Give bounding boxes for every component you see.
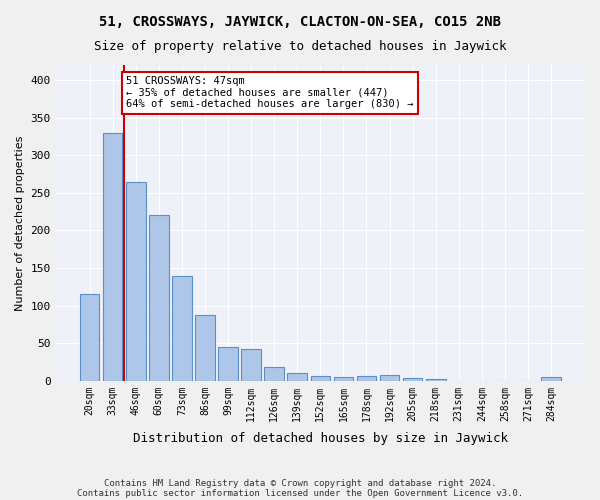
Bar xyxy=(126,182,146,381)
Bar xyxy=(356,376,376,381)
Bar xyxy=(287,374,307,381)
Bar xyxy=(541,377,561,381)
Bar xyxy=(426,378,446,381)
X-axis label: Distribution of detached houses by size in Jaywick: Distribution of detached houses by size … xyxy=(133,432,508,445)
Bar xyxy=(218,347,238,381)
Bar xyxy=(149,216,169,381)
Bar xyxy=(172,276,191,381)
Bar xyxy=(403,378,422,381)
Text: 51, CROSSWAYS, JAYWICK, CLACTON-ON-SEA, CO15 2NB: 51, CROSSWAYS, JAYWICK, CLACTON-ON-SEA, … xyxy=(99,15,501,29)
Text: Size of property relative to detached houses in Jaywick: Size of property relative to detached ho… xyxy=(94,40,506,53)
Bar xyxy=(334,377,353,381)
Bar xyxy=(380,375,400,381)
Y-axis label: Number of detached properties: Number of detached properties xyxy=(15,135,25,310)
Text: Contains public sector information licensed under the Open Government Licence v3: Contains public sector information licen… xyxy=(77,488,523,498)
Bar xyxy=(103,132,122,381)
Bar xyxy=(195,314,215,381)
Bar xyxy=(265,367,284,381)
Bar xyxy=(241,349,261,381)
Text: Contains HM Land Registry data © Crown copyright and database right 2024.: Contains HM Land Registry data © Crown c… xyxy=(104,478,496,488)
Bar xyxy=(80,294,100,381)
Bar xyxy=(311,376,330,381)
Text: 51 CROSSWAYS: 47sqm
← 35% of detached houses are smaller (447)
64% of semi-detac: 51 CROSSWAYS: 47sqm ← 35% of detached ho… xyxy=(127,76,414,110)
